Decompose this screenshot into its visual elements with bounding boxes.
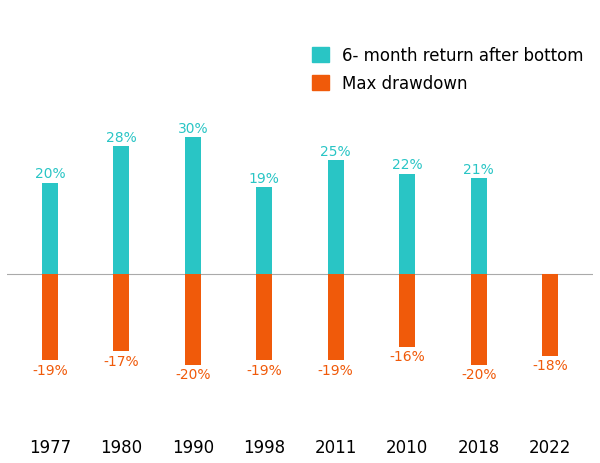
Bar [185,138,200,274]
Text: 19%: 19% [249,172,280,186]
Text: -16%: -16% [389,349,425,363]
Bar [328,161,344,274]
Bar [185,274,200,365]
Text: 28%: 28% [106,131,137,145]
Bar [400,174,415,274]
Text: -18%: -18% [532,358,568,372]
Bar [256,274,272,361]
Text: 20%: 20% [35,167,65,181]
Text: 25%: 25% [320,144,351,158]
Bar [471,179,487,274]
Text: -19%: -19% [32,363,68,377]
Text: 22%: 22% [392,158,422,172]
Legend: 6- month return after bottom, Max drawdown: 6- month return after bottom, Max drawdo… [306,41,590,100]
Bar [471,274,487,365]
Bar [113,147,129,274]
Bar [400,274,415,347]
Bar [42,183,58,274]
Text: -19%: -19% [247,363,282,377]
Bar [42,274,58,361]
Bar [256,188,272,274]
Text: 21%: 21% [463,163,494,176]
Bar [113,274,129,351]
Text: -17%: -17% [103,354,139,368]
Bar [542,274,558,356]
Text: -19%: -19% [318,363,353,377]
Text: 30%: 30% [178,122,208,136]
Text: -20%: -20% [175,368,211,382]
Text: -20%: -20% [461,368,496,382]
Bar [328,274,344,361]
